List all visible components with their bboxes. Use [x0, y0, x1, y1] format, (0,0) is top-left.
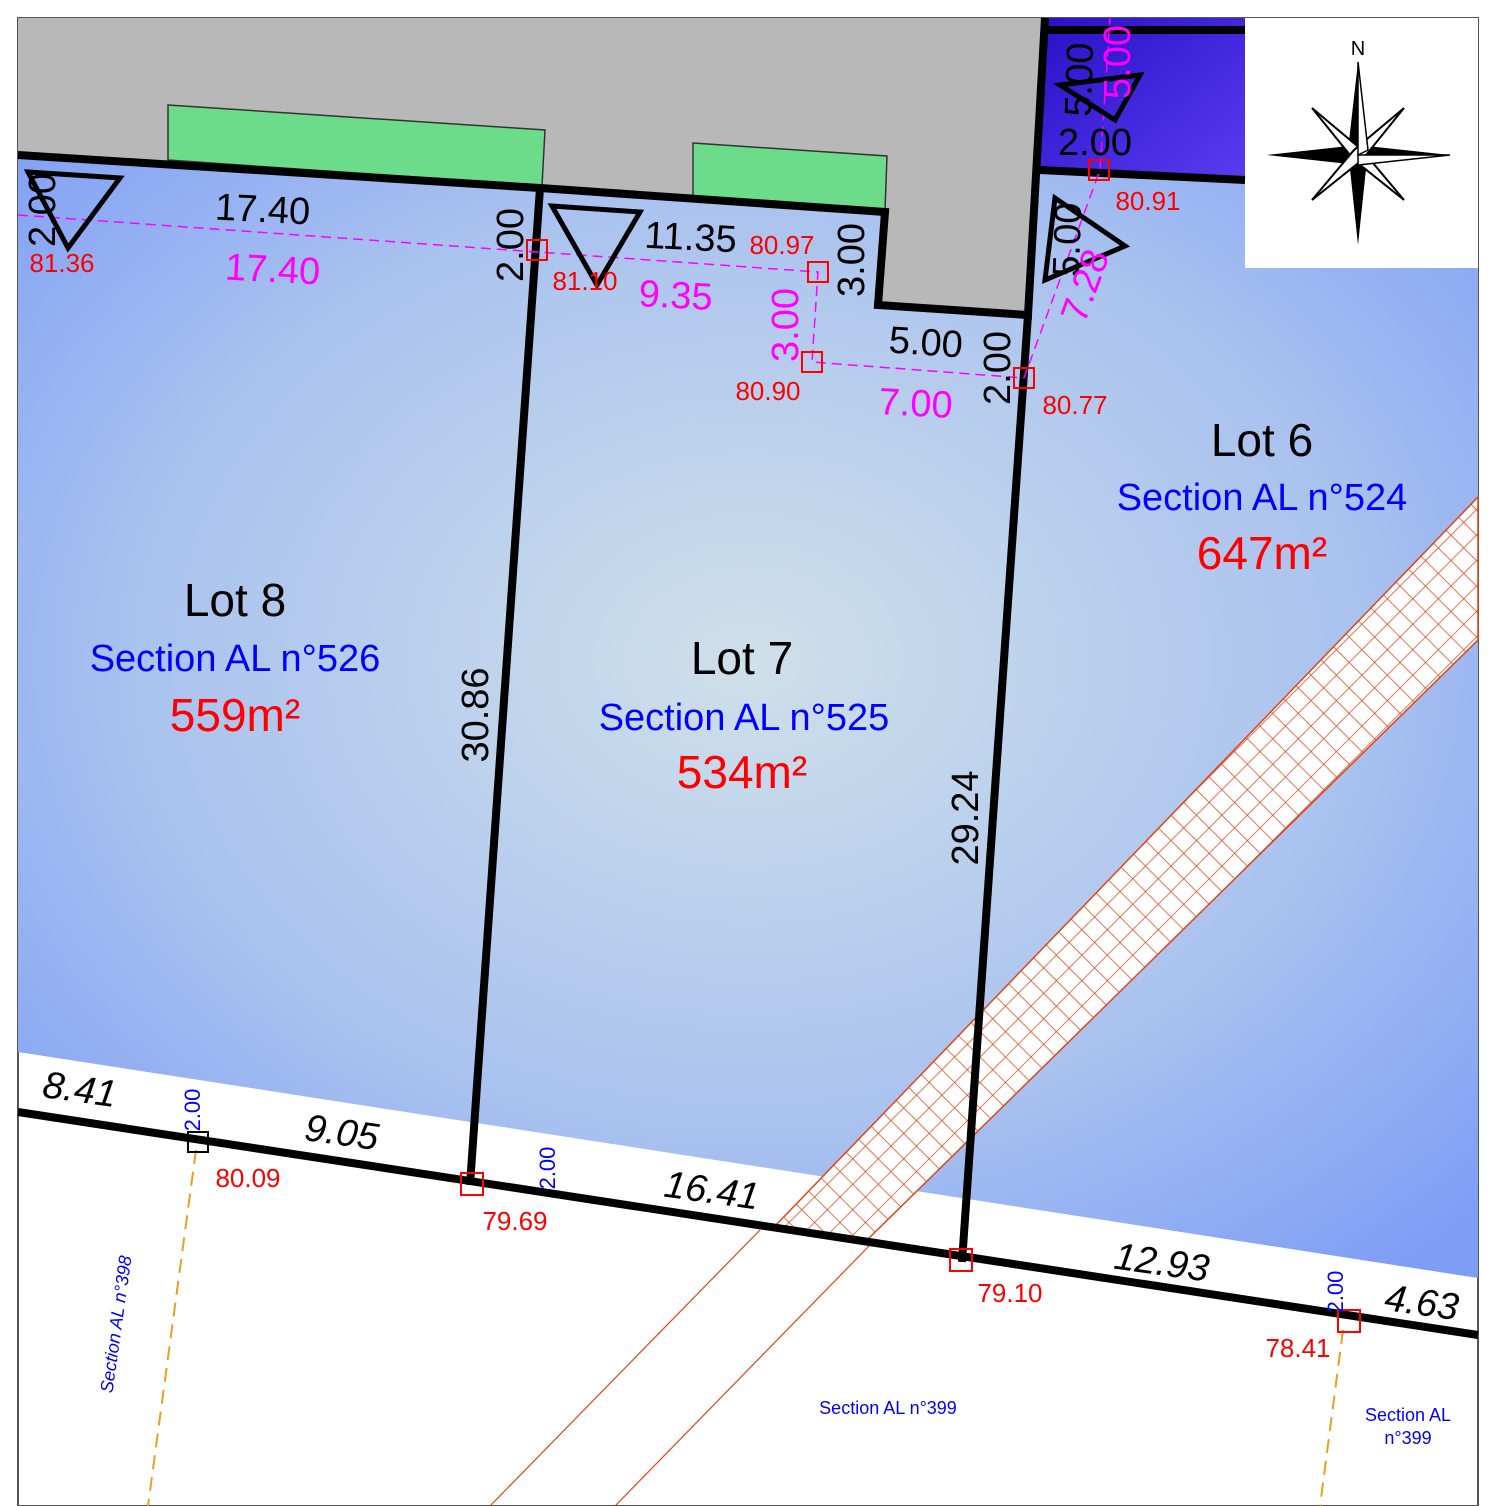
dimension: 3.00	[831, 223, 873, 297]
offset: 7.00	[878, 381, 954, 427]
setback: 2.00	[535, 1147, 560, 1190]
lot-label: Lot 8	[184, 574, 286, 626]
dimension: 30.86	[455, 667, 497, 762]
dimension: 5.00	[1058, 42, 1103, 117]
elevation: 80.09	[215, 1163, 280, 1193]
setback-lines	[17, 17, 1111, 379]
boundaries	[17, 17, 1479, 1339]
compass-label: N	[1351, 38, 1365, 60]
parcel-label: n°399	[1384, 1428, 1431, 1448]
elevation: 80.77	[1042, 390, 1107, 420]
parcel-label: Section AL	[1365, 1405, 1451, 1425]
lot-label: Lot 6	[1211, 414, 1313, 466]
dimension: 2.00	[977, 331, 1019, 405]
setback: 2.00	[180, 1089, 205, 1132]
dimension: 2.00	[490, 208, 532, 282]
lot-section: Section AL n°525	[599, 697, 890, 739]
dimension: 11.35	[643, 215, 737, 262]
dimension: 2.00	[1058, 122, 1132, 164]
offset: 9.35	[638, 273, 714, 319]
elevation: 78.41	[1265, 1333, 1330, 1363]
background	[17, 17, 1479, 1506]
lot-label: Lot 7	[691, 632, 793, 684]
dimension: 17.40	[214, 187, 311, 234]
elevation: 80.97	[749, 230, 814, 260]
labels: Lot 8 Section AL n°526 559m² Lot 7 Secti…	[22, 25, 1461, 1448]
lot-area: 534m²	[677, 746, 807, 798]
dimension: 2.00	[22, 173, 64, 247]
lot-area: 647m²	[1197, 527, 1327, 579]
elevation: 80.90	[735, 376, 800, 406]
elevation: 79.10	[977, 1278, 1042, 1308]
dimension: 4.63	[1382, 1277, 1461, 1329]
elevation: 81.10	[552, 266, 617, 296]
offset: 3.00	[765, 288, 807, 362]
lot-area: 559m²	[170, 689, 300, 741]
lot-section: Section AL n°526	[90, 638, 381, 680]
compass: N	[1267, 38, 1451, 245]
elevation: 79.69	[482, 1206, 547, 1236]
parcel-label: Section AL n°399	[819, 1398, 957, 1418]
dimension: 8.41	[40, 1064, 119, 1116]
elevation: 80.91	[1115, 186, 1180, 216]
dimension: 5.00	[1046, 202, 1091, 277]
setback: 2.00	[1323, 1271, 1348, 1314]
dimension: 5.00	[887, 320, 964, 367]
offset: 5.00	[1097, 25, 1139, 99]
lot-section: Section AL n°524	[1117, 477, 1408, 519]
elevation: 81.36	[29, 248, 94, 278]
arrows	[23, 71, 1145, 290]
points	[187, 159, 1361, 1333]
dimension: 9.05	[302, 1107, 382, 1159]
dimension: 29.24	[945, 770, 987, 865]
offset: 17.40	[224, 247, 321, 294]
